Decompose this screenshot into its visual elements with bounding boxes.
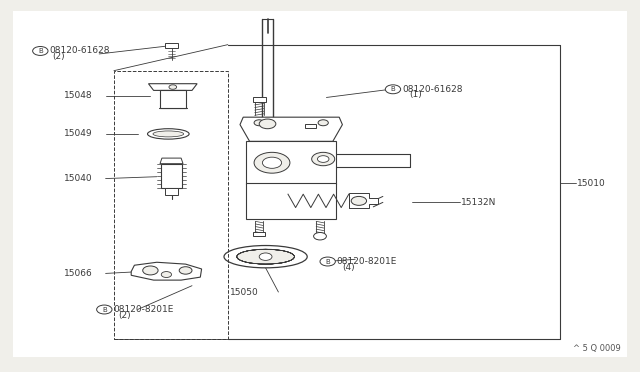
Circle shape [259,119,276,129]
Text: 15040: 15040 [64,174,93,183]
Polygon shape [148,84,197,90]
Circle shape [262,157,282,168]
Circle shape [312,153,335,166]
Text: 15050: 15050 [230,288,259,296]
Ellipse shape [147,129,189,139]
Polygon shape [240,117,342,141]
Text: B: B [390,86,396,92]
Text: 15066: 15066 [64,269,93,278]
Circle shape [143,266,158,275]
Circle shape [169,85,177,89]
Text: (1): (1) [410,90,422,99]
Bar [305,124,316,128]
Text: 15049: 15049 [64,129,93,138]
Text: 08120-8201E: 08120-8201E [337,257,397,266]
Circle shape [317,155,329,162]
Bar [253,97,266,102]
Bar [165,188,178,195]
Text: 08120-61628: 08120-61628 [49,46,110,55]
Ellipse shape [237,249,294,264]
Ellipse shape [153,131,184,137]
Circle shape [320,257,335,266]
Ellipse shape [224,246,307,268]
Bar [253,232,265,236]
Polygon shape [160,158,183,164]
Text: B: B [38,48,43,54]
Text: 15048: 15048 [64,92,93,100]
Polygon shape [131,262,202,280]
Circle shape [179,267,192,274]
Text: (2): (2) [118,311,131,320]
Circle shape [259,253,272,260]
Bar [246,141,336,184]
Bar [165,43,178,48]
Text: B: B [102,307,107,312]
Text: 08120-61628: 08120-61628 [402,85,463,94]
Text: ^ 5 Q 0009: ^ 5 Q 0009 [573,344,621,353]
Text: B: B [325,259,330,264]
Circle shape [318,120,328,126]
Circle shape [314,232,326,240]
Circle shape [254,120,264,126]
Text: (4): (4) [342,263,355,272]
Circle shape [385,85,401,94]
Text: 15010: 15010 [577,179,606,187]
Bar [114,71,228,339]
Circle shape [254,153,290,173]
Circle shape [97,305,112,314]
Bar [246,183,336,219]
Circle shape [161,272,172,278]
Circle shape [33,46,48,55]
Polygon shape [161,164,182,188]
Text: 15132N: 15132N [461,198,496,207]
Text: (2): (2) [52,52,65,61]
Bar [160,90,186,108]
Circle shape [351,196,367,205]
Text: 08120-8201E: 08120-8201E [113,305,173,314]
Polygon shape [349,193,378,208]
